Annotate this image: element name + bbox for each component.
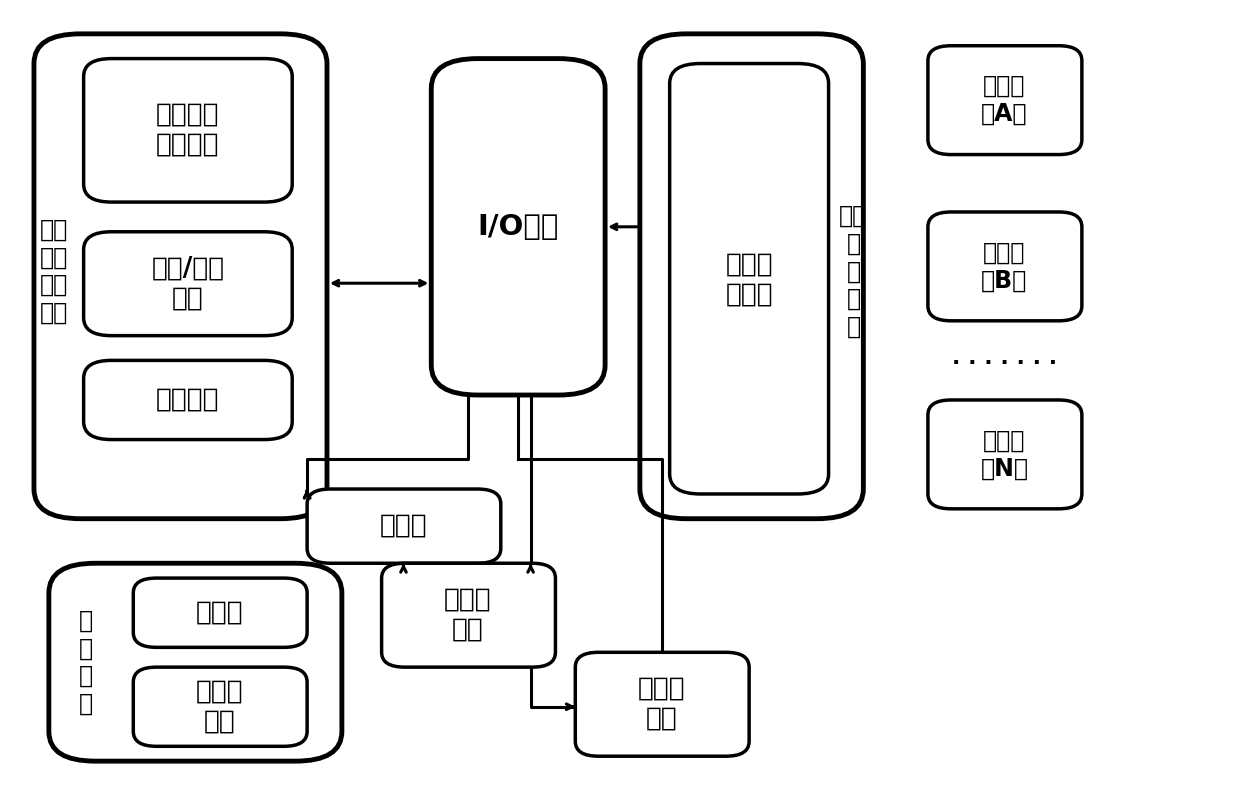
Text: 转速传
感器: 转速传 感器 <box>444 587 492 642</box>
Text: 位移传
感器: 位移传 感器 <box>637 676 686 731</box>
FancyBboxPatch shape <box>670 64 828 494</box>
FancyBboxPatch shape <box>308 489 501 563</box>
FancyBboxPatch shape <box>928 400 1081 509</box>
Text: 压敏电
阵A组: 压敏电 阵A组 <box>981 74 1028 126</box>
Text: I/O接口: I/O接口 <box>477 213 558 241</box>
FancyBboxPatch shape <box>382 563 556 667</box>
Text: 中断模块: 中断模块 <box>156 387 219 413</box>
FancyBboxPatch shape <box>928 212 1081 321</box>
FancyBboxPatch shape <box>83 360 293 440</box>
Text: 压敏电
阵组件: 压敏电 阵组件 <box>725 251 773 307</box>
Text: 驱
动
单
元: 驱 动 单 元 <box>78 608 93 716</box>
FancyBboxPatch shape <box>928 46 1081 154</box>
FancyBboxPatch shape <box>575 653 749 756</box>
Text: 压力
传
感
单
元: 压力 传 感 单 元 <box>839 204 868 339</box>
FancyBboxPatch shape <box>133 578 308 647</box>
Text: 液压驱
动器: 液压驱 动器 <box>196 679 243 735</box>
Text: 压敏电
阵N组: 压敏电 阵N组 <box>981 429 1028 480</box>
Text: . . . . . . .: . . . . . . . <box>952 348 1056 368</box>
Text: 压敏电
阵B组: 压敏电 阵B组 <box>981 241 1028 293</box>
FancyBboxPatch shape <box>133 667 308 747</box>
Text: 可编
程阵
序控
制器: 可编 程阵 序控 制器 <box>40 218 68 325</box>
FancyBboxPatch shape <box>83 59 293 202</box>
FancyBboxPatch shape <box>432 59 605 395</box>
FancyBboxPatch shape <box>83 232 293 335</box>
Text: 电机组: 电机组 <box>196 599 243 626</box>
FancyBboxPatch shape <box>48 563 342 761</box>
Text: 记数/定时
模块: 记数/定时 模块 <box>151 255 224 311</box>
FancyBboxPatch shape <box>33 34 327 518</box>
FancyBboxPatch shape <box>640 34 863 518</box>
Text: 信号对比
分析模块: 信号对比 分析模块 <box>156 102 219 158</box>
Text: 控制器: 控制器 <box>379 513 428 539</box>
